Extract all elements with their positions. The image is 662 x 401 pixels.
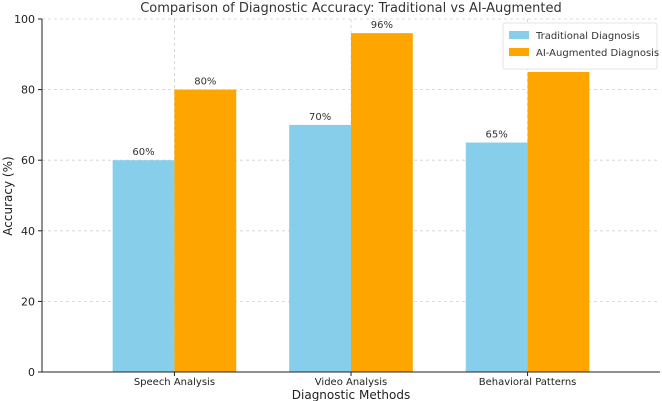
- data-label: 96%: [371, 20, 393, 31]
- chart-title: Comparison of Diagnostic Accuracy: Tradi…: [140, 1, 562, 16]
- x-tick-label: Behavioral Patterns: [479, 377, 577, 388]
- x-tick-label: Video Analysis: [315, 377, 387, 388]
- legend-label: Traditional Diagnosis: [535, 31, 640, 42]
- y-tick-label: 20: [21, 295, 35, 308]
- y-ticks: 0 20 40 60 80 100: [14, 13, 42, 379]
- legend-box: [502, 22, 658, 70]
- bar: [289, 124, 351, 373]
- x-tick-label: Speech Analysis: [134, 377, 215, 388]
- data-label: 70%: [309, 112, 331, 123]
- data-label: 80%: [194, 77, 216, 88]
- legend-swatch: [509, 48, 529, 56]
- y-axis-label: Accuracy (%): [1, 156, 15, 235]
- bar: [112, 160, 175, 372]
- bar: [465, 142, 528, 372]
- data-label: 60%: [132, 147, 154, 158]
- legend: Traditional Diagnosis AI-Augmented Diagno…: [502, 22, 659, 70]
- bars: 60%70%65%80%96%85%: [112, 20, 590, 373]
- legend-label: AI-Augmented Diagnosis: [536, 48, 659, 59]
- y-tick-label: 0: [28, 366, 35, 379]
- y-tick-label: 40: [21, 225, 35, 238]
- bar: [527, 71, 590, 372]
- bar: [351, 33, 413, 373]
- legend-swatch: [509, 31, 529, 39]
- x-ticks: Speech Analysis Video Analysis Behavioral …: [134, 372, 577, 388]
- x-axis-label: Diagnostic Methods: [292, 388, 410, 401]
- y-tick-label: 60: [21, 154, 35, 167]
- y-tick-label: 100: [14, 13, 35, 26]
- bar: [174, 89, 237, 372]
- data-label: 65%: [486, 130, 508, 141]
- y-tick-label: 80: [21, 84, 35, 97]
